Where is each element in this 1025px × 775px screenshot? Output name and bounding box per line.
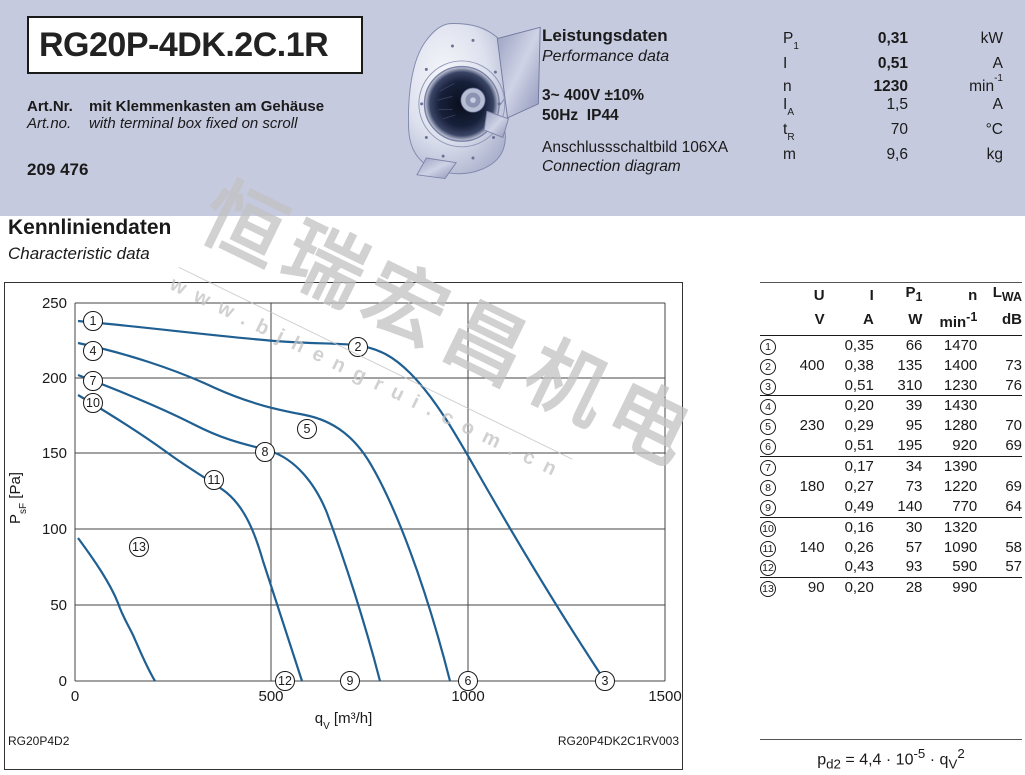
svg-text:11: 11 — [208, 473, 221, 487]
svg-text:PsF [Pa]: PsF [Pa] — [7, 472, 29, 524]
svg-text:13: 13 — [132, 540, 146, 554]
svg-text:100: 100 — [42, 521, 67, 538]
svg-text:12: 12 — [278, 674, 292, 688]
svg-text:9: 9 — [347, 674, 354, 688]
svg-text:5: 5 — [304, 422, 311, 436]
svg-text:8: 8 — [262, 445, 269, 459]
svg-text:6: 6 — [465, 674, 472, 688]
svg-text:7: 7 — [90, 374, 97, 388]
svg-text:4: 4 — [90, 344, 97, 358]
svg-text:200: 200 — [42, 370, 67, 387]
svg-text:150: 150 — [42, 445, 67, 462]
svg-text:500: 500 — [258, 688, 283, 705]
svg-text:50: 50 — [50, 597, 67, 614]
svg-text:2: 2 — [355, 340, 362, 354]
svg-text:3: 3 — [602, 674, 609, 688]
svg-text:0: 0 — [71, 688, 79, 705]
svg-text:1: 1 — [90, 314, 97, 328]
svg-text:250: 250 — [42, 295, 67, 312]
svg-text:10: 10 — [86, 396, 100, 410]
svg-text:0: 0 — [59, 673, 67, 690]
svg-text:1500: 1500 — [648, 688, 681, 705]
